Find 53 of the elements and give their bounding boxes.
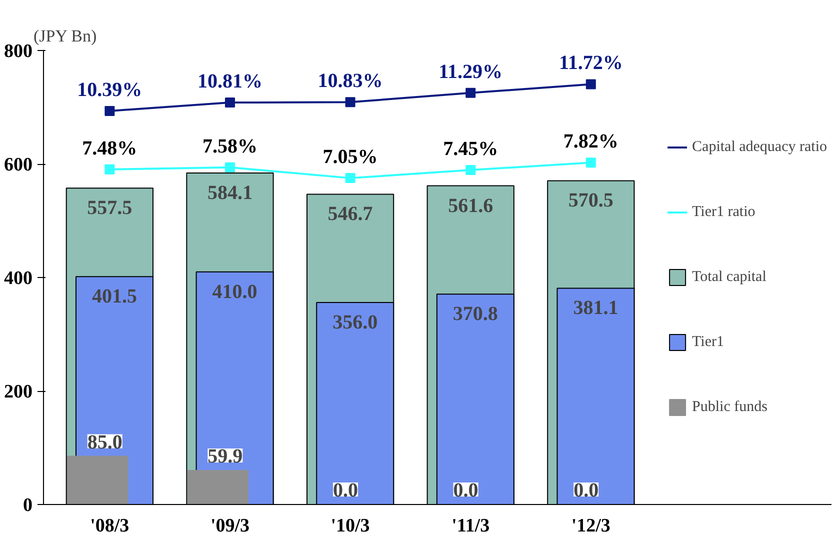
data-label: 10.83%: [318, 70, 383, 92]
point: [586, 158, 596, 168]
data-label: 7.58%: [202, 135, 258, 158]
point: [224, 98, 235, 108]
data-label: 0.0: [574, 480, 599, 502]
data-label: 7.05%: [322, 146, 378, 168]
data-label: 7.82%: [563, 130, 618, 153]
data-label: 570.5: [568, 190, 614, 212]
legend-label: Public funds: [692, 398, 768, 416]
data-label: 557.5: [87, 197, 132, 220]
legend-label: Tier1 ratio: [692, 204, 756, 220]
point: [466, 165, 476, 176]
x-tick-label: '11/3: [452, 516, 490, 536]
data-label: 401.5: [92, 286, 137, 308]
point: [466, 88, 476, 98]
x-tick-label: '09/3: [210, 516, 250, 536]
data-label: 561.6: [448, 194, 494, 217]
point: [104, 164, 115, 174]
data-label: 584.1: [207, 182, 252, 204]
x-tick-label: '08/3: [90, 516, 130, 536]
legend-label: Capital adequacy ratio: [692, 138, 827, 156]
data-label: 356.0: [332, 311, 378, 334]
data-label: 85.0: [87, 431, 122, 454]
y-axis-title: (JPY Bn): [34, 26, 97, 46]
point: [345, 97, 356, 108]
y-tick-label: 600: [4, 154, 32, 176]
y-tick-label: 800: [4, 41, 32, 62]
data-label: 370.8: [452, 303, 498, 326]
data-label: 0.0: [332, 480, 358, 502]
bar: [187, 470, 249, 504]
y-tick-label: 400: [4, 268, 32, 289]
data-label: 0.0: [453, 480, 478, 502]
legend-label: Tier1: [692, 334, 724, 350]
data-label: 11.29%: [438, 60, 503, 83]
point: [224, 162, 235, 172]
data-label: 7.45%: [443, 138, 498, 160]
data-label: 10.81%: [197, 70, 262, 93]
point: [345, 173, 356, 184]
x-tick-label: '12/3: [571, 516, 610, 536]
point: [586, 79, 596, 90]
x-tick-label: '10/3: [330, 516, 370, 536]
y-tick-label: 0: [23, 495, 32, 516]
data-label: 381.1: [573, 297, 618, 320]
y-tick-label: 200: [4, 382, 32, 402]
data-label: 59.9: [208, 446, 243, 468]
data-label: 7.48%: [82, 137, 138, 160]
data-label: 10.39%: [77, 78, 142, 101]
data-label: 11.72%: [558, 52, 623, 74]
legend-label: Total capital: [692, 268, 766, 286]
point: [104, 106, 115, 116]
bar: [67, 456, 128, 504]
data-label: 410.0: [212, 280, 258, 303]
data-label: 546.7: [328, 203, 373, 226]
